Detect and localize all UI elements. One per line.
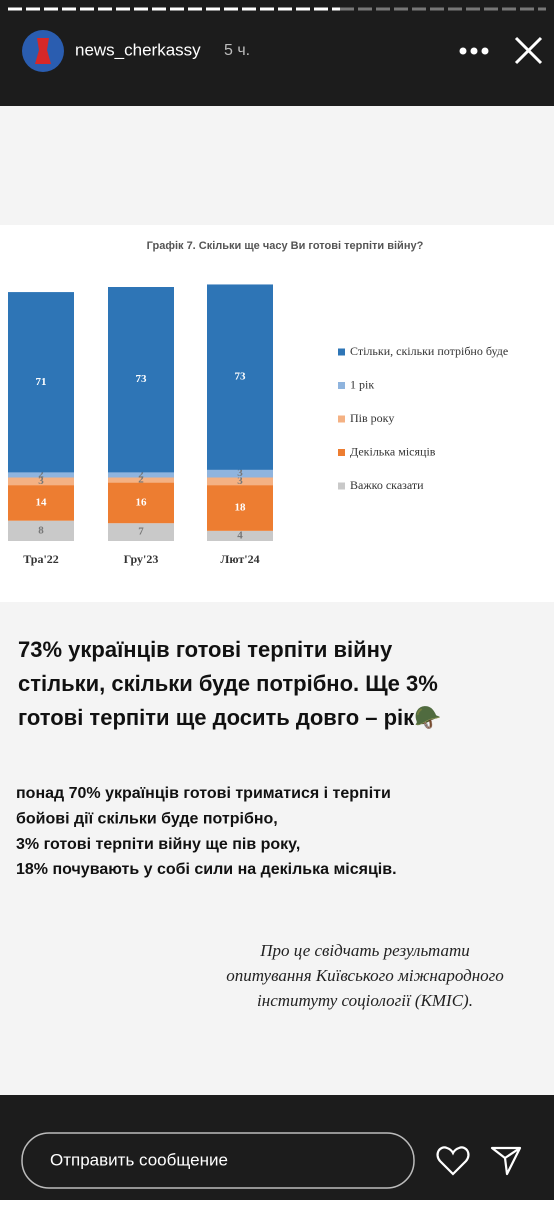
bar-segment: [108, 482, 174, 524]
bar-segment: [207, 469, 273, 478]
username[interactable]: news_cherkassy: [75, 40, 201, 59]
like-button[interactable]: [436, 1146, 470, 1176]
bar-segment: [8, 485, 74, 521]
post-time: 5 ч.: [224, 42, 250, 59]
post-body: 3% готові терпіти війну ще пів року,: [16, 836, 300, 853]
bar-segment: [8, 472, 74, 478]
x-tick-label: Гру'23: [124, 552, 159, 566]
bar-segment: [108, 287, 174, 473]
message-input[interactable]: [21, 1132, 415, 1189]
send-button[interactable]: [490, 1146, 522, 1176]
bar-segment: [108, 523, 174, 541]
chart-panel: [0, 225, 554, 602]
value-label: 73: [136, 373, 148, 385]
post-source: Про це свідчать результати: [259, 941, 469, 960]
legend-swatch: [338, 348, 345, 356]
chart-title: Графік 7. Скільки ще часу Ви готові терп…: [147, 240, 424, 252]
bar-segment: [8, 292, 74, 473]
legend-label: Важко сказати: [350, 478, 424, 492]
bar-segment: [8, 477, 74, 486]
post-heading: стільки, скільки буде потрібно. Ще 3%: [18, 671, 438, 696]
value-label: 73: [235, 371, 247, 383]
bar-segment: [8, 520, 74, 541]
value-label: 2: [38, 468, 44, 480]
x-tick-label: Тра'22: [23, 552, 59, 566]
avatar-figure: [35, 38, 51, 64]
legend-swatch: [338, 415, 345, 423]
post-heading: готові терпіти ще досить довго – рік🪖: [18, 705, 442, 730]
footer-bg: [0, 1095, 554, 1200]
legend-label: 1 рік: [350, 377, 374, 391]
value-label: 3: [237, 475, 243, 487]
post-source: опитування Київського міжнародного: [226, 966, 504, 985]
legend-label: Пів року: [350, 411, 394, 425]
legend-swatch: [338, 449, 345, 456]
bar-segment: [207, 530, 273, 541]
bar-segment: [108, 472, 174, 478]
value-label: 3: [38, 475, 44, 487]
bar-segment: [207, 477, 273, 486]
post-heading: 73% українців готові терпіти війну: [18, 637, 393, 662]
value-label: 8: [38, 524, 44, 536]
post-body: понад 70% українців готові триматися і т…: [16, 785, 391, 802]
value-label: 2: [138, 468, 144, 480]
post-body: бойові дії скільки буде потрібно,: [16, 811, 278, 828]
post-source: інституту соціології (КМІС).: [257, 991, 473, 1010]
value-label: 2: [138, 474, 144, 486]
close-button[interactable]: [514, 36, 543, 65]
value-label: 3: [237, 467, 243, 479]
bar-segment: [207, 485, 273, 531]
value-label: 16: [136, 496, 148, 508]
value-label: 4: [237, 529, 243, 541]
legend-label: Стільки, скільки потрібно буде: [350, 344, 508, 358]
value-label: 7: [138, 526, 144, 538]
post-body: 18% почувають у собі сили на декілька мі…: [16, 861, 397, 878]
message-placeholder[interactable]: Отправить сообщение: [50, 1150, 228, 1169]
bar-segment: [207, 284, 273, 470]
legend-swatch: [338, 382, 345, 389]
value-label: 14: [36, 496, 48, 508]
x-tick-label: Лют'24: [220, 552, 259, 566]
value-label: 71: [36, 376, 47, 388]
legend-swatch: [338, 482, 345, 490]
bar-segment: [108, 477, 174, 483]
legend-label: Декілька місяців: [350, 444, 436, 458]
value-label: 18: [235, 502, 247, 514]
more-button[interactable]: [459, 47, 489, 55]
